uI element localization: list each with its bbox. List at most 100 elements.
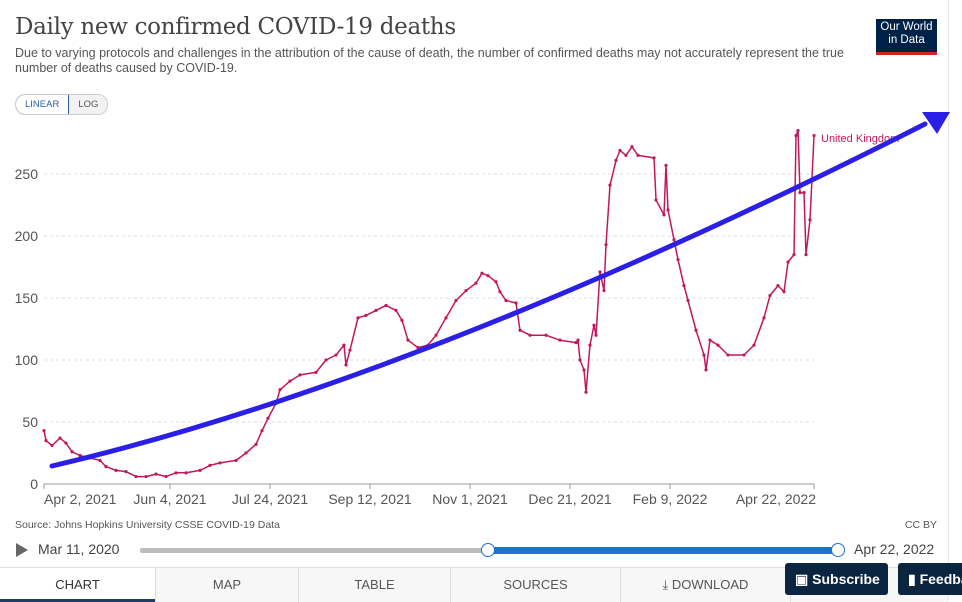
tab-download[interactable]: ⤓ DOWNLOAD [620, 568, 790, 602]
data-point [558, 338, 562, 342]
data-point [124, 470, 128, 474]
data-point [70, 450, 74, 454]
data-point [694, 328, 698, 332]
data-point [702, 353, 706, 357]
timeline-selected-range[interactable] [488, 547, 838, 554]
data-point [704, 368, 708, 372]
data-point [804, 253, 808, 257]
data-point [652, 156, 656, 160]
y-tick-label: 200 [15, 228, 39, 244]
data-point [802, 191, 806, 195]
y-tick-label: 50 [22, 414, 38, 430]
x-tick-label: Nov 1, 2021 [432, 491, 508, 507]
subscribe-icon: ▣ [795, 571, 813, 587]
data-point [494, 280, 498, 284]
timeline-end-handle[interactable] [831, 543, 845, 557]
owid-logo[interactable]: Our World in Data [876, 19, 937, 55]
data-point [298, 373, 302, 377]
y-tick-label: 100 [15, 352, 39, 368]
data-point [636, 153, 640, 157]
trend-arrow-annotation [49, 112, 950, 469]
data-point [400, 318, 404, 322]
x-tick-label: Sep 12, 2021 [328, 491, 412, 507]
data-point [44, 439, 48, 443]
data-point [592, 323, 596, 327]
data-point [78, 453, 82, 458]
log-scale-button[interactable]: LOG [69, 95, 108, 114]
chart-subtitle: Due to varying protocols and challenges … [15, 46, 844, 75]
timeline-start-handle[interactable] [481, 543, 495, 557]
data-point [64, 441, 68, 445]
data-point [708, 338, 712, 342]
tab-download-label: DOWNLOAD [671, 577, 749, 592]
data-point [164, 474, 168, 479]
linear-scale-button[interactable]: LINEAR [16, 95, 70, 114]
feedback-button[interactable]: ▮ Feedback [898, 563, 962, 595]
series-line-united-kingdom [43, 129, 815, 478]
data-point [664, 163, 668, 167]
data-point [528, 333, 532, 337]
x-tick-label: Apr 22, 2022 [736, 491, 816, 507]
data-point [582, 368, 586, 372]
data-point [514, 301, 518, 305]
x-tick-label: Dec 21, 2021 [528, 491, 611, 507]
data-point [618, 148, 622, 153]
data-point [584, 390, 588, 394]
data-point [374, 308, 378, 312]
data-point [184, 471, 188, 475]
data-point [604, 243, 608, 247]
chart-title: Daily new confirmed COVID-19 deaths [15, 14, 456, 40]
x-tick-label: Feb 9, 2022 [633, 491, 708, 507]
data-point [434, 333, 438, 337]
tab-table[interactable]: TABLE [298, 568, 450, 602]
data-point [798, 191, 802, 195]
data-point [464, 288, 468, 293]
data-point [812, 133, 816, 138]
data-point [776, 284, 780, 288]
tab-map[interactable]: MAP [155, 568, 298, 602]
data-point [808, 218, 812, 222]
timeline-start-label: Mar 11, 2020 [38, 541, 120, 557]
feedback-icon: ▮ [908, 571, 920, 587]
data-point [42, 429, 46, 433]
data-point [782, 290, 786, 294]
data-point [198, 468, 202, 472]
feedback-label: Feedback [919, 571, 962, 587]
tab-sources[interactable]: SOURCES [450, 568, 620, 602]
subscribe-label: Subscribe [812, 571, 880, 587]
line-chart: 0 50 100 150 200 250 Apr 2, 2021 Jun 4, 2021 Ju… [15, 112, 950, 507]
data-point [498, 290, 502, 294]
license-link[interactable]: CC BY [904, 519, 937, 531]
play-icon[interactable] [16, 543, 28, 557]
source-note[interactable]: Source: Johns Hopkins University CSSE CO… [15, 519, 280, 531]
data-point [114, 468, 118, 472]
data-point [602, 288, 606, 293]
data-point [406, 338, 410, 342]
data-point [344, 363, 348, 367]
data-point [208, 463, 212, 467]
data-point [518, 328, 522, 332]
data-point [334, 353, 338, 357]
tab-chart[interactable]: CHART [0, 568, 155, 602]
data-point [792, 253, 796, 257]
data-point [278, 388, 282, 392]
y-tick-label: 250 [15, 166, 39, 182]
scale-toggle: LINEAR LOG [15, 94, 109, 115]
data-point [666, 208, 670, 212]
data-point [154, 472, 158, 476]
data-point [260, 429, 264, 433]
data-point [342, 343, 346, 347]
data-point [672, 238, 676, 242]
download-icon: ⤓ [662, 577, 672, 592]
data-point [474, 281, 478, 285]
subscribe-button[interactable]: ▣ Subscribe [785, 563, 888, 595]
data-point [594, 333, 598, 337]
data-point [752, 343, 756, 347]
data-point [786, 260, 790, 264]
data-point [504, 298, 508, 303]
data-point [58, 436, 62, 440]
data-point [716, 343, 720, 347]
data-point [576, 338, 580, 342]
data-point [348, 348, 352, 352]
